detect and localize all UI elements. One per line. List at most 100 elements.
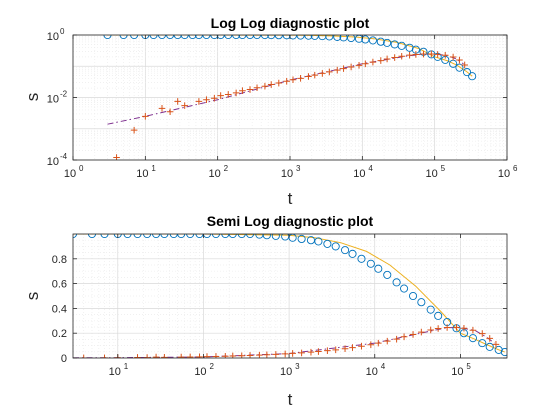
semilog-xtick-exponent: 5 (466, 362, 471, 371)
semilog-plus-point (460, 324, 468, 332)
loglog-plus-point (347, 63, 355, 71)
semilog-plus-point (486, 335, 494, 342)
loglog-plus-point (434, 51, 441, 58)
semilog-xtick-label: 10 (280, 366, 292, 378)
loglog-plus-point (377, 57, 385, 64)
loglog-circle-point (376, 37, 385, 46)
loglog-xtick-label: 10 (281, 168, 293, 180)
semilog-circle-point (195, 234, 204, 239)
semilog-xlabel: t (288, 390, 293, 409)
semilog-circle-point (87, 234, 97, 239)
semilog-circle-point (434, 311, 443, 320)
semilog-xtick-exponent: 3 (295, 362, 300, 371)
semilog-circle-point (485, 342, 494, 351)
loglog-plus-point (130, 126, 138, 134)
semilog-plus-point (161, 354, 168, 358)
loglog-circle-point (468, 72, 477, 81)
loglog-plus-point (158, 105, 166, 112)
semilog-plus-point (203, 353, 211, 358)
semilog-circle-point (186, 234, 195, 239)
loglog-circle-point (304, 35, 313, 40)
semilog-plus-point (418, 328, 425, 336)
loglog-plus-point (456, 56, 463, 64)
loglog-plus-point (195, 98, 203, 105)
loglog-plus-point (203, 96, 210, 104)
loglog-xtick-exponent: 3 (296, 164, 301, 173)
loglog-plus-point (283, 77, 290, 85)
semilog-circle-point (262, 234, 271, 240)
semilog-circle-point (211, 234, 221, 239)
semilog-plus-point (272, 351, 280, 358)
semilog-plus-point (358, 342, 365, 350)
semilog-circle-point (323, 239, 332, 248)
loglog-circle-point (216, 35, 225, 40)
loglog-circle-point (238, 35, 247, 40)
loglog-plus-point (305, 73, 312, 80)
semilog-series (73, 234, 507, 358)
loglog-plus-point (253, 84, 261, 92)
loglog-plus-point (239, 87, 246, 95)
semilog-circle-point (426, 305, 435, 314)
loglog-ytick-label: 10 (47, 94, 59, 106)
loglog-circle-point (149, 35, 158, 40)
loglog-ylabel: s (23, 93, 42, 102)
loglog-plus-point (362, 60, 369, 68)
semilog-circle-point (202, 234, 212, 239)
loglog-circle-point (252, 35, 262, 40)
semilog-ylabel: s (23, 292, 42, 301)
loglog-plus-point (383, 55, 391, 63)
semilog-plus-point (263, 351, 271, 358)
semilog-circle-point (152, 234, 161, 239)
semilog-plus-point (177, 353, 185, 358)
semilog-plus-point (393, 335, 400, 343)
semilog-xtick-exponent: 4 (381, 362, 386, 371)
semilog-ytick-label: 0.2 (52, 328, 67, 340)
loglog-circle-point (333, 35, 342, 41)
semilog-axes-box (72, 233, 508, 359)
semilog-circle-point (314, 237, 323, 246)
loglog-panel: Log Log diagnostic plot t s 10 0 10 1 10 2 10 3… (23, 15, 518, 208)
semilog-plus-point (374, 339, 382, 347)
loglog-ytick-exponent: -2 (60, 90, 68, 99)
loglog-circle-point (455, 63, 464, 72)
loglog-xtick-label: 10 (136, 168, 148, 180)
loglog-plus-point (340, 65, 347, 72)
loglog-circle-point (397, 41, 406, 50)
loglog-circle-point (462, 68, 472, 77)
semilog-plus-point (315, 348, 322, 355)
semilog-series-line-2 (73, 234, 505, 353)
loglog-plus-point (326, 68, 333, 76)
semilog-circle-point (237, 234, 246, 239)
loglog-plus-point (441, 52, 449, 59)
loglog-circle-point (180, 35, 189, 40)
loglog-ytick-label: 10 (47, 31, 59, 43)
loglog-plus-point (224, 91, 232, 98)
loglog-xtick-label: 10 (498, 168, 510, 180)
loglog-circle-point (157, 35, 167, 40)
semilog-circle-point (494, 345, 503, 354)
semilog-circle-point (143, 234, 152, 239)
loglog-plus-point (142, 113, 149, 120)
loglog-plus-point (311, 71, 319, 79)
loglog-plus-point (217, 92, 224, 99)
semilog-panel: Semi Log diagnostic plot t s 10 1 10 2 10 3 10… (23, 213, 508, 409)
semilog-plus-point (196, 353, 203, 358)
semilog-plus-point (453, 324, 460, 331)
loglog-plus-point (232, 89, 240, 97)
semilog-plus-point (134, 354, 141, 358)
semilog-plus-point (152, 353, 160, 358)
loglog-circle-point (194, 35, 203, 40)
loglog-plus-point (333, 66, 341, 74)
loglog-plus-point (275, 79, 283, 87)
loglog-circle-point (361, 35, 370, 44)
loglog-circle-point (296, 35, 305, 40)
loglog-circle-point (368, 36, 377, 45)
semilog-circle-point (478, 339, 487, 348)
loglog-plus-point (289, 76, 297, 84)
semilog-xtick-label: 10 (451, 366, 463, 378)
semilog-plus-point (332, 346, 339, 354)
loglog-tick-labels: 10 0 10 1 10 2 10 3 10 4 10 5 10 610 -410 -210 0 (47, 27, 518, 180)
loglog-plus-point (267, 81, 275, 88)
semilog-circle-point (340, 246, 350, 255)
